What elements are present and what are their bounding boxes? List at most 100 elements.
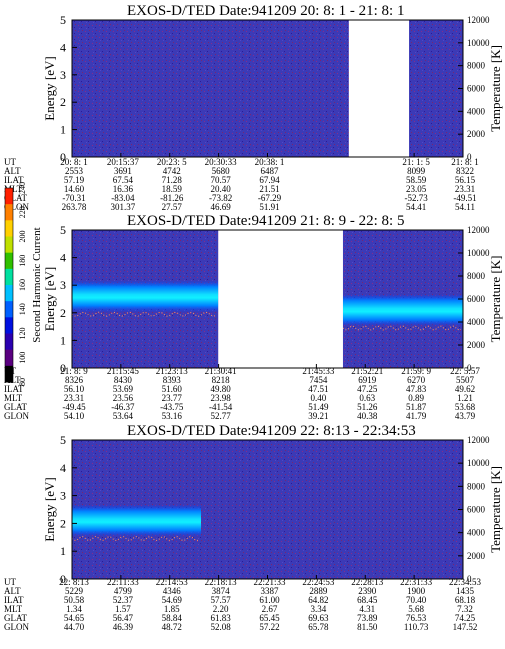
colorbar-segment <box>5 268 13 286</box>
orbit-value: 8322 <box>456 166 474 176</box>
orbit-value: 52.37 <box>113 595 134 605</box>
orbit-value: -67.29 <box>258 193 282 203</box>
orbit-value: 7.32 <box>457 604 473 614</box>
y-tick-label: 0 <box>60 572 66 586</box>
orbit-value: 73.89 <box>357 613 378 623</box>
orbit-value: 51.26 <box>357 402 378 412</box>
orbit-value: 23.77 <box>162 393 183 403</box>
orbit-value: 49.62 <box>455 384 475 394</box>
orbit-value: 57.57 <box>211 595 232 605</box>
orbit-row-label: MLT <box>4 184 23 194</box>
y-tick-label: 3 <box>60 68 66 82</box>
y2-tick-label: 6000 <box>467 294 486 304</box>
orbit-value: 2390 <box>358 586 377 596</box>
orbit-value: 57.19 <box>64 175 85 185</box>
y2-tick-label: 2000 <box>467 129 486 139</box>
orbit-value: 20:15:37 <box>107 157 140 167</box>
orbit-value: 0.40 <box>311 393 327 403</box>
y-tick-label: 5 <box>60 433 66 447</box>
orbit-value: 54.41 <box>406 202 426 212</box>
orbit-value: 40.38 <box>357 411 378 421</box>
orbit-value: 21:45:33 <box>302 366 335 376</box>
orbit-row-label: MLT <box>4 604 23 614</box>
y-axis-label: Energy [eV] <box>42 267 57 331</box>
orbit-value: -46.37 <box>111 402 135 412</box>
orbit-value: 22:28:13 <box>351 577 384 587</box>
orbit-value: 2553 <box>65 166 84 176</box>
panel-title: EXOS-D/TED Date:941209 21: 8: 9 - 22: 8:… <box>127 213 404 229</box>
orbit-value: 51.87 <box>406 402 427 412</box>
orbit-row-label: UT <box>4 577 16 587</box>
y-tick-label: 4 <box>60 461 66 475</box>
orbit-value: 7454 <box>309 375 328 385</box>
orbit-value: 39.21 <box>308 411 328 421</box>
orbit-value: 6919 <box>358 375 377 385</box>
orbit-value: 22:24:53 <box>302 577 335 587</box>
orbit-value: 20: 8: 1 <box>60 157 88 167</box>
orbit-value: 16.36 <box>113 184 134 194</box>
y-tick-label: 1 <box>60 123 66 137</box>
colorbar-segment <box>5 220 13 237</box>
orbit-value: -52.73 <box>405 193 429 203</box>
colorbar-label: Second Harmonic Current <box>31 227 43 342</box>
orbit-row-label: GLON <box>4 622 29 632</box>
y2-axis-label: Temperature [K] <box>488 256 503 343</box>
orbit-value: 53.16 <box>162 411 183 421</box>
y2-tick-label: 4000 <box>467 317 486 327</box>
colorbar-tick-label: 140 <box>18 303 27 315</box>
orbit-value: 301.37 <box>111 202 136 212</box>
y-tick-label: 3 <box>60 278 66 292</box>
orbit-value: 47.25 <box>357 384 378 394</box>
orbit-value: 22: 8:13 <box>59 577 89 587</box>
orbit-value: 56.15 <box>455 175 476 185</box>
colorbar-tick-label: 160 <box>18 279 27 291</box>
colorbar-tick-label: 80 <box>18 378 27 386</box>
orbit-value: 21:15:45 <box>107 366 140 376</box>
orbit-value: 41.79 <box>406 411 427 421</box>
colorbar-tick-label: 240 <box>18 182 27 194</box>
orbit-value: 5680 <box>212 166 231 176</box>
orbit-value: 47.83 <box>406 384 427 394</box>
orbit-row-label: GLAT <box>4 613 27 623</box>
orbit-value: -41.54 <box>209 402 233 412</box>
orbit-value: 65.45 <box>259 613 280 623</box>
colorbar-tick-label: 220 <box>18 206 27 218</box>
orbit-value: 51.49 <box>308 402 329 412</box>
orbit-value: 21: 1: 5 <box>402 157 430 167</box>
orbit-value: 21:52:21 <box>351 366 383 376</box>
orbit-row-label: GLON <box>4 411 29 421</box>
orbit-value: 22:21:33 <box>253 577 286 587</box>
y2-tick-label: 2000 <box>467 340 486 350</box>
y-tick-label: 4 <box>60 40 66 54</box>
orbit-value: 64.82 <box>308 595 328 605</box>
orbit-value: 81.50 <box>357 622 378 632</box>
temperature-trace-1 <box>71 536 200 542</box>
colorbar-segment <box>5 285 13 302</box>
orbit-value: 51.91 <box>259 202 279 212</box>
orbit-row-label: MLT <box>4 393 23 403</box>
orbit-value: 68.45 <box>357 595 378 605</box>
orbit-value: 1900 <box>407 586 426 596</box>
colorbar-segment <box>5 204 13 221</box>
orbit-value: 61.00 <box>259 595 280 605</box>
colorbar-segment <box>5 365 13 383</box>
orbit-value: 58.84 <box>162 613 183 623</box>
orbit-value: 263.78 <box>62 202 87 212</box>
panel-3: EXOS-D/TED Date:941209 22: 8:13 - 22:34:… <box>4 423 503 632</box>
orbit-value: 22:14:53 <box>156 577 189 587</box>
orbit-value: 53.68 <box>455 402 476 412</box>
orbit-value: 8326 <box>65 375 84 385</box>
orbit-value: 4346 <box>163 586 182 596</box>
orbit-value: 14.60 <box>64 184 85 194</box>
orbit-value: 53.64 <box>113 411 134 421</box>
y2-tick-label: 8000 <box>467 271 486 281</box>
y2-axis-label: Temperature [K] <box>488 466 503 553</box>
y-tick-label: 1 <box>60 544 66 558</box>
orbit-value: 4742 <box>163 166 181 176</box>
orbit-row-label: ILAT <box>4 595 24 605</box>
orbit-value: 54.10 <box>64 411 85 421</box>
orbit-value: 23.31 <box>455 184 475 194</box>
orbit-value: 8393 <box>163 375 182 385</box>
orbit-value: 20.40 <box>211 184 232 194</box>
orbit-value: 54.69 <box>162 595 183 605</box>
